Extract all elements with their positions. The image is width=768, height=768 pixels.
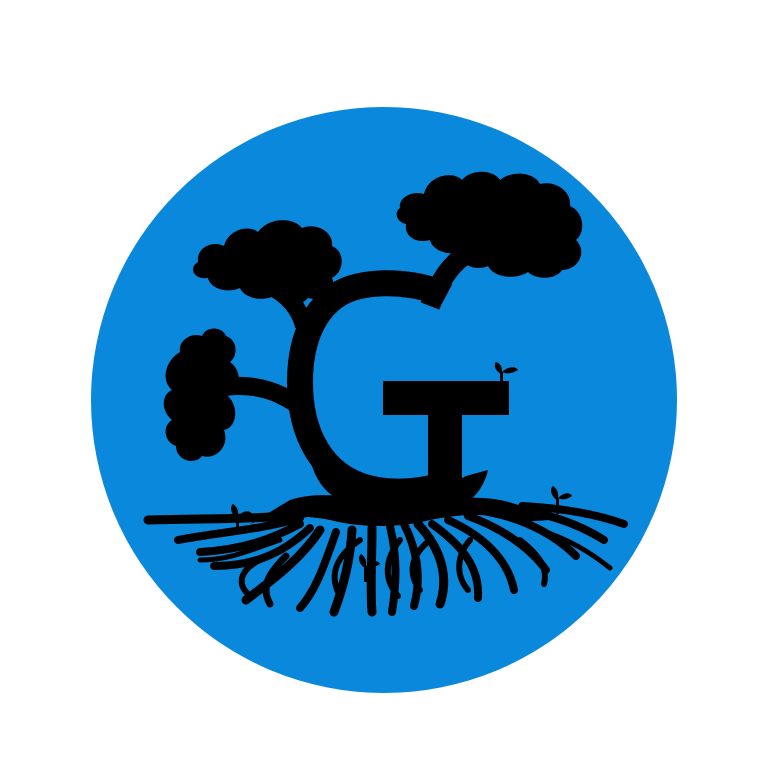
trunk-base: [310, 460, 488, 500]
canopy-left: [163, 328, 239, 461]
letter-g-stem: [428, 400, 462, 486]
sprout-g-crossbar: [494, 362, 518, 384]
roots: [143, 502, 628, 617]
canopy-top-left: [193, 220, 342, 305]
tree-artwork: [143, 171, 628, 617]
root-flare: [250, 495, 550, 526]
canopy-top-right: [396, 171, 583, 278]
letter-g-ring: [286, 270, 468, 505]
